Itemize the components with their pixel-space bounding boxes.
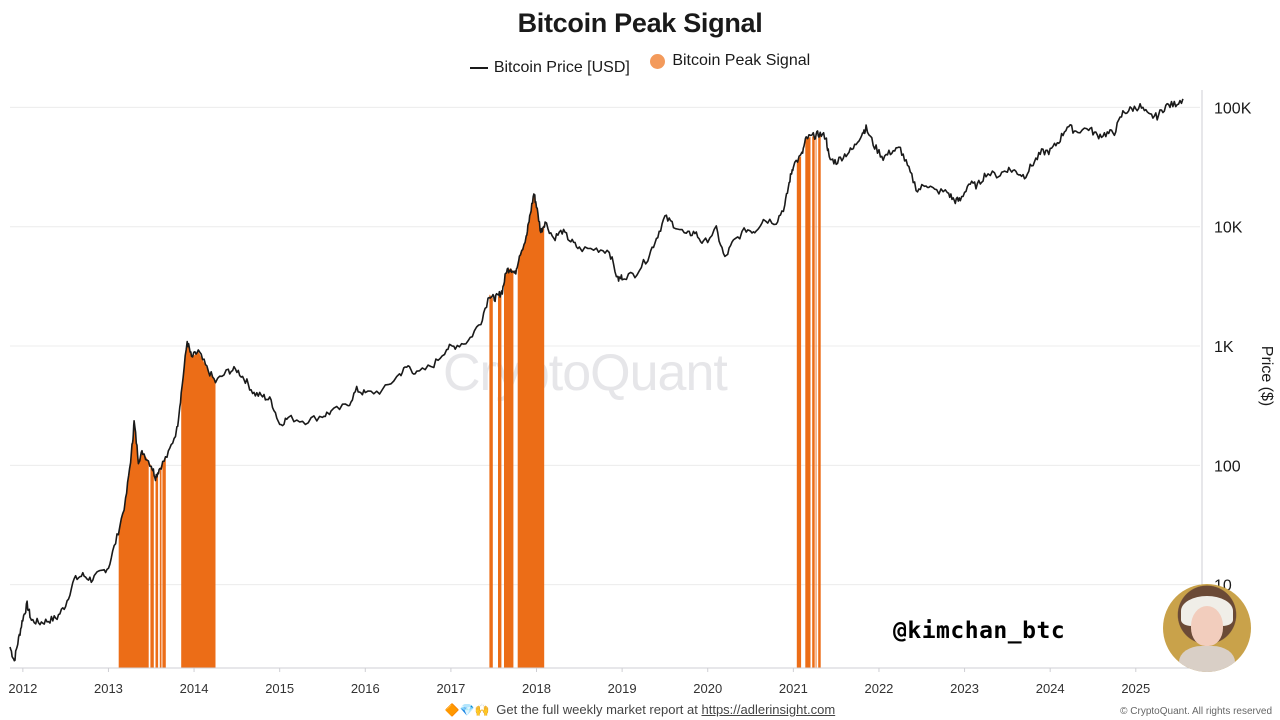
diamond-hands-emoji-icon: 🔶💎🙌: [444, 703, 490, 717]
signal-bar: [818, 133, 821, 668]
avatar-body: [1179, 646, 1235, 672]
footer: 🔶💎🙌 Get the full weekly market report at…: [0, 702, 1280, 717]
signal-bar: [159, 465, 162, 668]
x-tick-label: 2013: [94, 681, 123, 696]
chart-title: Bitcoin Peak Signal: [517, 8, 763, 38]
y-axis-title: Price ($): [1258, 345, 1275, 407]
signal-bar: [489, 294, 493, 668]
signal-bar: [805, 137, 811, 668]
signal-bar: [517, 195, 545, 668]
x-tick-label: 2025: [1121, 681, 1150, 696]
footer-text: Get the full weekly market report at: [496, 702, 698, 717]
x-tick-label: 2022: [864, 681, 893, 696]
signal-bar: [796, 155, 802, 668]
line-swatch-icon: [469, 66, 488, 69]
avatar-face: [1191, 606, 1223, 646]
x-tick-label: 2012: [8, 681, 37, 696]
signal-bar: [815, 135, 817, 668]
dot-swatch-icon: [650, 53, 666, 69]
x-tick-label: 2021: [779, 681, 808, 696]
signal-bar: [504, 268, 514, 668]
signal-bar: [162, 458, 166, 668]
price-line: [9, 98, 1184, 662]
x-tick-label: 2016: [351, 681, 380, 696]
y-tick-label: 100K: [1214, 100, 1252, 117]
footer-link[interactable]: https://adlerinsight.com: [701, 702, 836, 717]
x-tick-label: 2015: [265, 681, 294, 696]
price-series-line: [9, 98, 1184, 662]
y-tick-label: 10K: [1214, 220, 1243, 237]
x-tick-label: 2018: [522, 681, 551, 696]
legend: Bitcoin Price [USD] Bitcoin Peak Signal: [0, 52, 1280, 77]
signal-bar: [181, 343, 216, 668]
avatar: [1163, 584, 1251, 672]
x-tick-label: 2019: [608, 681, 637, 696]
signal-bar: [118, 427, 149, 668]
signal-bar: [498, 292, 502, 668]
copyright: © CryptoQuant. All rights reserved: [1120, 706, 1272, 717]
legend-item-signal[interactable]: Bitcoin Peak Signal: [650, 52, 810, 70]
signal-bar: [812, 135, 815, 668]
legend-item-price[interactable]: Bitcoin Price [USD]: [469, 58, 630, 77]
signal-bar: [150, 464, 154, 668]
legend-label-price: Bitcoin Price [USD]: [493, 58, 630, 76]
author-handle: @kimchan_btc: [893, 618, 1066, 644]
y-tick-label: 1K: [1214, 339, 1234, 356]
y-tick-label: 100: [1214, 458, 1241, 475]
x-tick-label: 2024: [1036, 681, 1065, 696]
signal-bars: [118, 133, 821, 668]
x-tick-label: 2023: [950, 681, 979, 696]
signal-bar: [155, 471, 159, 668]
legend-label-signal: Bitcoin Peak Signal: [672, 52, 811, 69]
x-tick-label: 2020: [693, 681, 722, 696]
x-tick-label: 2017: [436, 681, 465, 696]
x-tick-label: 2014: [180, 681, 209, 696]
